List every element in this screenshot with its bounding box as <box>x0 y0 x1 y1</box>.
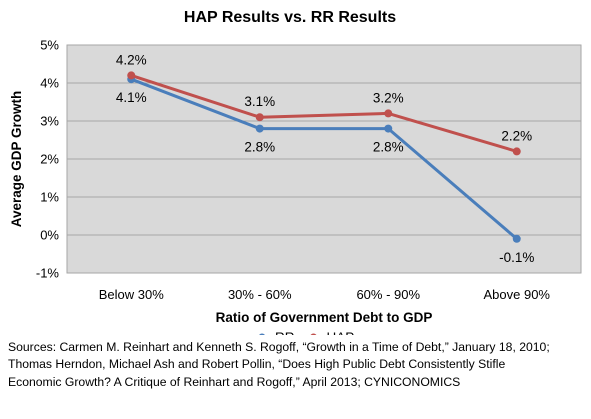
data-label-hap: 3.2% <box>373 90 404 105</box>
data-point-hap <box>255 113 264 122</box>
sources-line: Economic Growth? A Critique of Reinhart … <box>8 374 461 389</box>
y-axis-tick-labels: -1% 0% 1% 2% 3% 4% 5% <box>36 38 60 281</box>
chart-title: HAP Results vs. RR Results <box>184 9 396 26</box>
sources-note: Sources: Carmen M. Reinhart and Kenneth … <box>8 339 586 391</box>
legend: RR HAP <box>259 330 355 335</box>
series-line-hap <box>129 73 519 153</box>
data-label-hap: 4.2% <box>116 52 147 67</box>
legend-label-hap: HAP <box>327 330 355 335</box>
data-point-rr <box>384 124 393 133</box>
legend-label-rr: RR <box>275 330 295 335</box>
y-tick-label: 3% <box>40 114 59 129</box>
data-label-rr: 2.8% <box>373 140 404 155</box>
x-tick-label: 60% - 90% <box>356 287 420 302</box>
data-point-hap <box>384 109 393 118</box>
sources-line: Sources: Carmen M. Reinhart and Kenneth … <box>8 340 550 354</box>
data-label-hap: 3.1% <box>244 94 275 109</box>
x-axis-tick-labels: Below 30% 30% - 60% 60% - 90% Above 90% <box>99 287 551 302</box>
sources-line: Thomas Herndon, Michael Ash and Robert P… <box>8 357 506 372</box>
data-label-rr: 2.8% <box>244 140 275 155</box>
data-label-hap: 2.2% <box>501 128 532 143</box>
data-label-rr: -0.1% <box>499 250 534 265</box>
line-chart: HAP Results vs. RR Results -1% 0% 1% 2% 3% 4%… <box>9 9 582 335</box>
data-point-hap <box>127 71 136 80</box>
series-line-rr <box>129 77 519 241</box>
data-point-rr <box>255 124 264 133</box>
x-tick-label: 30% - 60% <box>228 287 292 302</box>
data-label-rr: 4.1% <box>116 90 147 105</box>
data-point-rr <box>512 234 521 243</box>
y-tick-label: -1% <box>36 266 60 281</box>
y-axis-title: Average GDP Growth <box>9 91 24 228</box>
x-axis-title: Ratio of Government Debt to GDP <box>216 310 433 325</box>
x-tick-label: Above 90% <box>484 287 551 302</box>
x-tick-label: Below 30% <box>99 287 164 302</box>
data-labels: 4.1% 2.8% 2.8% -0.1% 4.2% 3.1% 3.2% 2.2% <box>116 52 535 264</box>
y-tick-label: 0% <box>40 228 59 243</box>
data-point-hap <box>512 147 521 156</box>
series-layer <box>127 71 521 243</box>
legend-marker-hap <box>310 333 317 335</box>
y-tick-label: 1% <box>40 190 59 205</box>
y-tick-label: 2% <box>40 152 59 167</box>
y-tick-label: 4% <box>40 76 59 91</box>
legend-marker-rr <box>259 333 265 335</box>
y-tick-label: 5% <box>40 38 59 53</box>
